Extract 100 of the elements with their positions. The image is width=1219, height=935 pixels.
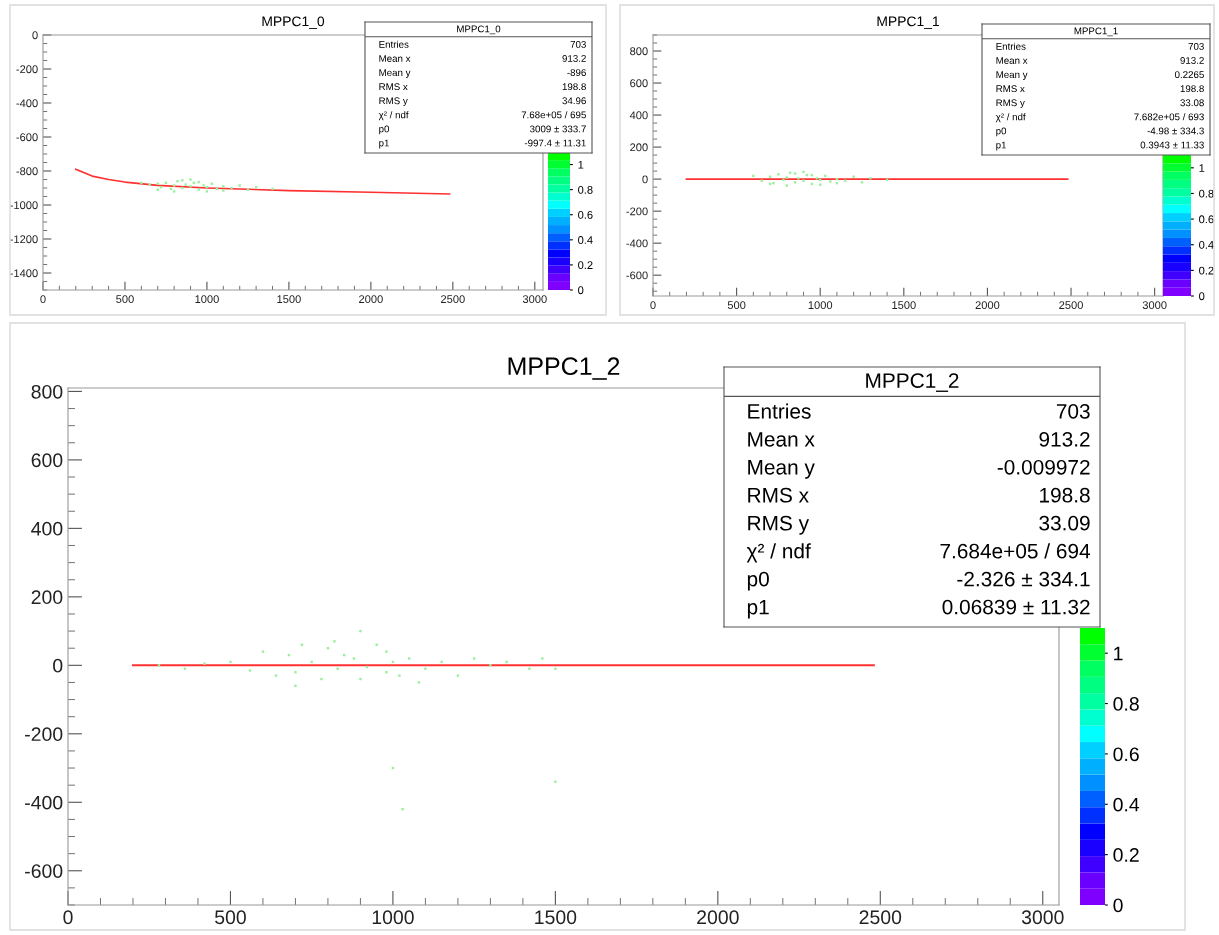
color-bar-label: 0.8 [578, 185, 593, 194]
y-tick-label: -600 [25, 864, 63, 878]
point [407, 657, 411, 660]
x-tick-label: 500 [215, 910, 246, 925]
point [852, 175, 855, 178]
point [336, 667, 339, 670]
point [248, 669, 252, 672]
point [777, 173, 780, 176]
point [157, 664, 161, 667]
x-tick-label: 1500 [277, 295, 301, 304]
color-bar-label: 0.6 [578, 210, 593, 219]
x-tick-label: 2000 [975, 301, 1000, 310]
annotation: p1 [996, 141, 1007, 151]
point [398, 674, 401, 677]
annotation: -997.4 ± 11.31 [524, 139, 586, 147]
y-tick-label: 600 [31, 453, 63, 468]
text: 34.96 [562, 97, 586, 105]
color-bar-label: 0 [578, 286, 584, 295]
annotation: 7.68e+05 / 695 [521, 111, 586, 119]
point [785, 184, 788, 187]
color-bar-label: 0.2 [1199, 266, 1214, 275]
point [156, 188, 159, 191]
point [352, 657, 356, 660]
color-bar-label: 0.8 [1199, 189, 1214, 198]
annotation: Mean x [996, 57, 1028, 64]
x-tick-label: 1000 [195, 295, 219, 304]
y-tick-label: 800 [630, 47, 648, 56]
point [140, 181, 143, 185]
y-tick-label: -400 [16, 99, 38, 108]
annotation: RMS y [379, 97, 408, 107]
color-bar-label: 0.4 [1113, 797, 1140, 812]
y-tick-label: 200 [630, 143, 648, 152]
text: 198.8 [1180, 85, 1204, 93]
annotation: Entries [996, 42, 1026, 50]
point [541, 657, 544, 660]
line-series [74, 168, 451, 195]
color-bar-label: 0.8 [1113, 697, 1139, 711]
text: 913.2 [562, 55, 586, 62]
point [440, 660, 443, 664]
text: 198.8 [562, 83, 586, 91]
point [752, 174, 755, 178]
x-tick-label: 0 [650, 301, 656, 310]
x-tick-label: 1500 [892, 301, 916, 310]
y-tick-label: -200 [16, 65, 38, 74]
point [320, 677, 323, 681]
y-tick-label: 800 [31, 384, 63, 399]
annotation: χ² / ndf [378, 111, 409, 121]
text: 0.2265 [1174, 71, 1204, 79]
color-bar-label: 1 [1199, 164, 1205, 172]
point [424, 667, 427, 670]
color-bar-label: 0.4 [578, 236, 593, 244]
annotation: RMS y [996, 99, 1025, 109]
x-tick-label: 1500 [535, 910, 577, 925]
point [385, 670, 388, 674]
point [760, 179, 763, 182]
x-tick-label: 3000 [1142, 301, 1167, 310]
point [782, 178, 785, 182]
point [229, 660, 232, 664]
point [793, 181, 797, 184]
point [860, 181, 864, 184]
annotation: RMS x [996, 85, 1025, 93]
point [528, 667, 531, 670]
point [815, 177, 819, 180]
color-bar-label: 0.6 [1199, 215, 1214, 224]
chart-title: MPPC1_0 [262, 16, 325, 29]
point [189, 178, 192, 181]
y-tick-label: 600 [630, 79, 648, 88]
chart-title: MPPC1_2 [508, 357, 620, 380]
text: 913.2 [1180, 57, 1204, 64]
point [261, 650, 265, 653]
point [554, 780, 557, 783]
point [238, 184, 241, 187]
text: -896 [567, 69, 586, 77]
text: 703 [570, 40, 586, 48]
text: 33.08 [1180, 99, 1204, 107]
point [489, 664, 492, 667]
point [274, 674, 278, 677]
y-tick-label: -1200 [10, 235, 38, 244]
annotation: Mean x [379, 55, 411, 62]
annotation: Entries [379, 40, 409, 48]
y-tick-label: -200 [25, 727, 63, 742]
point [785, 176, 788, 179]
point [205, 190, 209, 193]
point [472, 657, 476, 660]
point [802, 170, 805, 174]
point [172, 184, 176, 187]
point [505, 660, 508, 664]
color-bar-label: 0.2 [1113, 848, 1139, 862]
x-tick-label: 3000 [522, 295, 547, 304]
point [184, 183, 187, 186]
chart-title: MPPC1_1 [877, 16, 939, 29]
point [375, 643, 378, 646]
point [797, 177, 800, 180]
point [203, 662, 206, 665]
point [181, 179, 184, 182]
point [148, 183, 151, 186]
point [294, 670, 297, 674]
x-tick-label: 500 [727, 301, 746, 310]
annotation: -4.98 ± 334.3 [1147, 127, 1204, 135]
point [197, 188, 200, 191]
